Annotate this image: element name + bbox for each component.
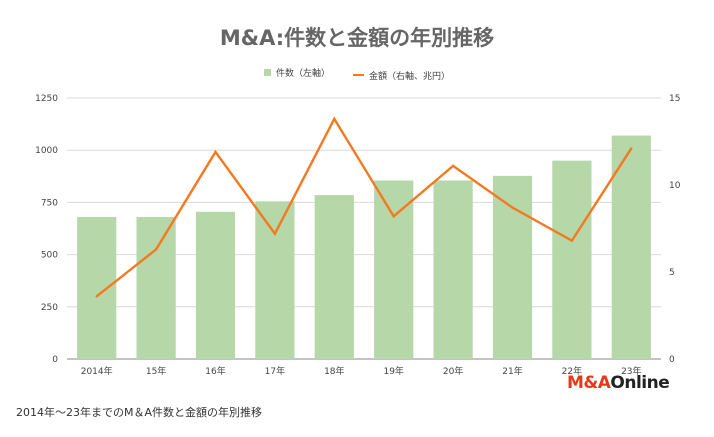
legend-label-amount: 金額（右軸、兆円）	[368, 71, 450, 82]
line-point	[451, 164, 455, 168]
mandaonline-logo: M&AOnline	[567, 373, 670, 393]
legend-item-amount: 金額（右軸、兆円）	[352, 69, 450, 82]
x-tick-label: 18年	[324, 365, 344, 377]
legend-item-count: 件数（左軸）	[264, 66, 330, 79]
y-left-tick-label: 750	[41, 198, 58, 208]
series-line	[95, 116, 633, 298]
bar	[433, 180, 473, 359]
y-left-tick-label: 250	[41, 303, 58, 313]
legend-label-count: 件数（左軸）	[276, 69, 331, 79]
bar	[195, 211, 236, 359]
logo-prefix: M&A	[567, 373, 611, 393]
x-tick-label: 19年	[383, 365, 403, 377]
y-left-tick-label: 1000	[35, 146, 58, 156]
logo-suffix: Online	[610, 373, 670, 393]
bar	[136, 217, 176, 359]
line-point	[95, 295, 98, 298]
line-point	[273, 232, 277, 235]
y-left-tick-label: 500	[41, 251, 58, 261]
y-right-tick-label: 10	[669, 181, 681, 191]
x-tick-label: 23年	[621, 365, 641, 377]
line-point	[333, 117, 336, 121]
bar	[492, 175, 533, 359]
y-left-tick-label: 1250	[35, 94, 58, 104]
bar	[77, 217, 117, 359]
y-right-tick-label: 5	[669, 268, 675, 278]
bar	[374, 180, 414, 359]
line-point	[570, 239, 574, 242]
x-tick-label: 17年	[265, 365, 285, 377]
line-point	[392, 215, 395, 218]
x-tick-label: 21年	[502, 365, 522, 377]
bar	[255, 201, 295, 359]
legend-swatch-line	[352, 74, 364, 76]
line-point	[511, 206, 514, 209]
bar	[552, 160, 592, 359]
chart-legend: 件数（左軸） 金額（右軸、兆円）	[0, 66, 714, 82]
bar	[314, 195, 354, 359]
y-right-tick-label: 15	[669, 94, 680, 104]
bar	[611, 135, 651, 359]
y-left-tick-label: 0	[52, 355, 58, 365]
y-right-tick-label: 0	[669, 355, 675, 365]
x-tick-label: 16年	[205, 365, 225, 377]
figure-caption: 2014年～23年までのM＆A件数と金額の年別推移	[16, 406, 263, 419]
x-tick-label: 20年	[443, 365, 463, 377]
chart-title: M&A:件数と金額の年別推移	[219, 26, 495, 50]
line-point	[630, 147, 633, 150]
line-point	[154, 248, 158, 251]
x-tick-label: 2014年	[81, 365, 113, 377]
legend-swatch-bar	[264, 69, 272, 76]
line-point	[214, 150, 217, 154]
x-tick-label: 22年	[562, 365, 582, 377]
x-tick-label: 15年	[146, 365, 166, 377]
